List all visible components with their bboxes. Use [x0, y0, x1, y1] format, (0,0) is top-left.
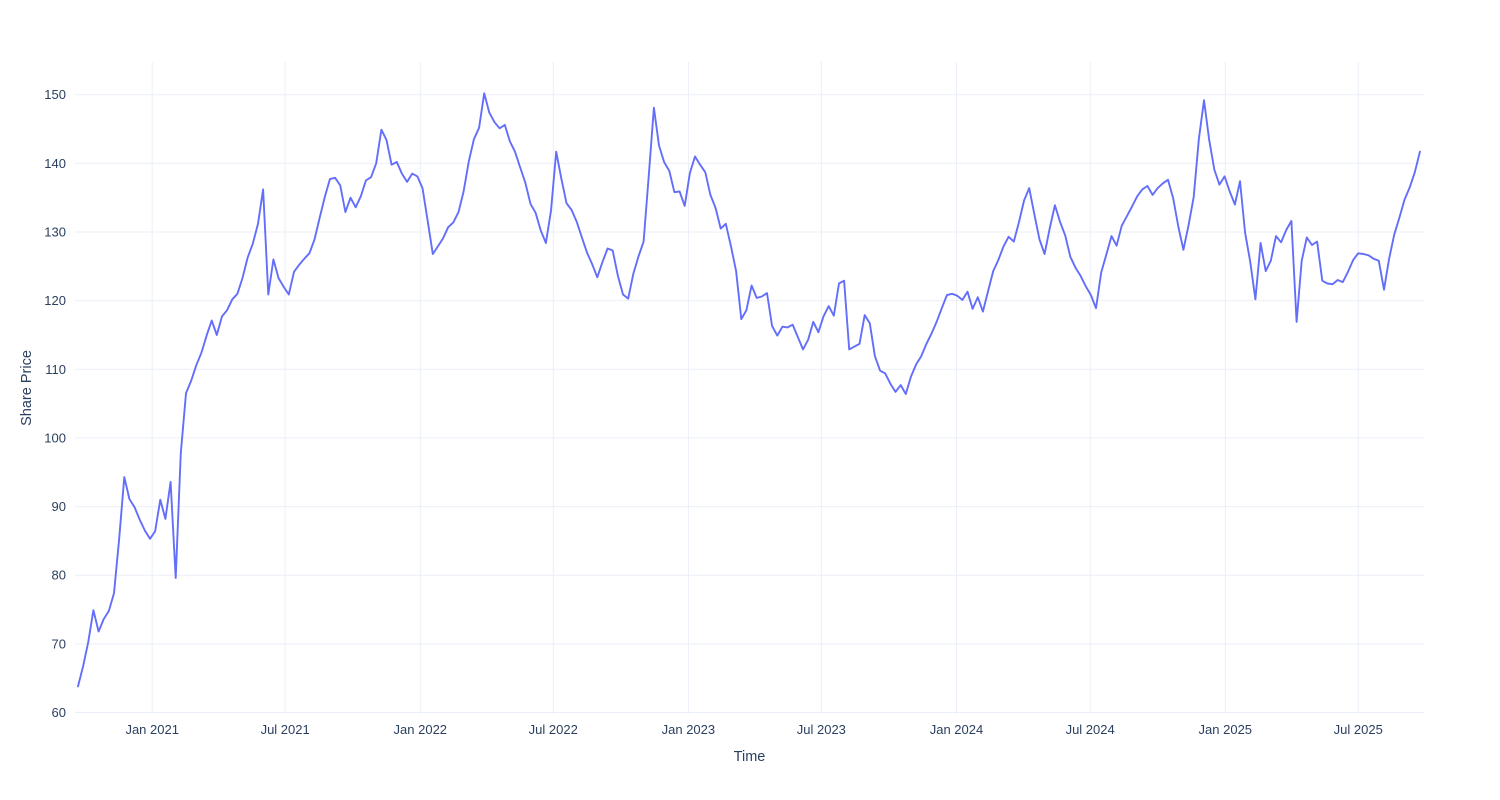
y-axis-tick-label: 60	[52, 705, 66, 720]
x-axis-tick-label: Jan 2023	[662, 722, 716, 737]
x-axis-tick-label: Jan 2021	[125, 722, 179, 737]
y-axis-tick-label: 130	[44, 224, 66, 239]
y-axis-tick-label: 110	[45, 362, 66, 377]
share-price-series-line	[77, 92, 1421, 688]
y-axis-title: Share Price	[19, 350, 35, 426]
y-axis-tick-label: 140	[44, 156, 66, 171]
x-axis-tick-label: Jan 2024	[930, 722, 984, 737]
x-axis-tick-label: Jul 2025	[1334, 722, 1383, 737]
x-axis-tick-label: Jan 2025	[1199, 722, 1253, 737]
y-axis-tick-label: 80	[52, 568, 66, 583]
x-axis-tick-label: Jul 2024	[1066, 722, 1115, 737]
y-axis-tick-label: 90	[52, 499, 66, 514]
y-axis-tick-labels: 60 70 80 90 100 110 120 130 140 150	[44, 87, 66, 720]
y-axis-tick-label: 120	[44, 293, 66, 308]
gridlines	[75, 62, 1424, 714]
y-axis-tick-label: 100	[44, 430, 66, 445]
x-axis-tick-labels: Jan 2021 Jul 2021 Jan 2022 Jul 2022 Jan 2023…	[125, 722, 1382, 737]
x-axis-tick-label: Jan 2022	[394, 722, 448, 737]
x-axis-title: Time	[734, 749, 766, 765]
x-axis-tick-label: Jul 2023	[797, 722, 846, 737]
x-axis-tick-label: Jul 2021	[261, 722, 310, 737]
y-axis-tick-label: 70	[52, 636, 66, 651]
y-axis-tick-label: 150	[44, 87, 66, 102]
x-axis-tick-label: Jul 2022	[529, 722, 578, 737]
